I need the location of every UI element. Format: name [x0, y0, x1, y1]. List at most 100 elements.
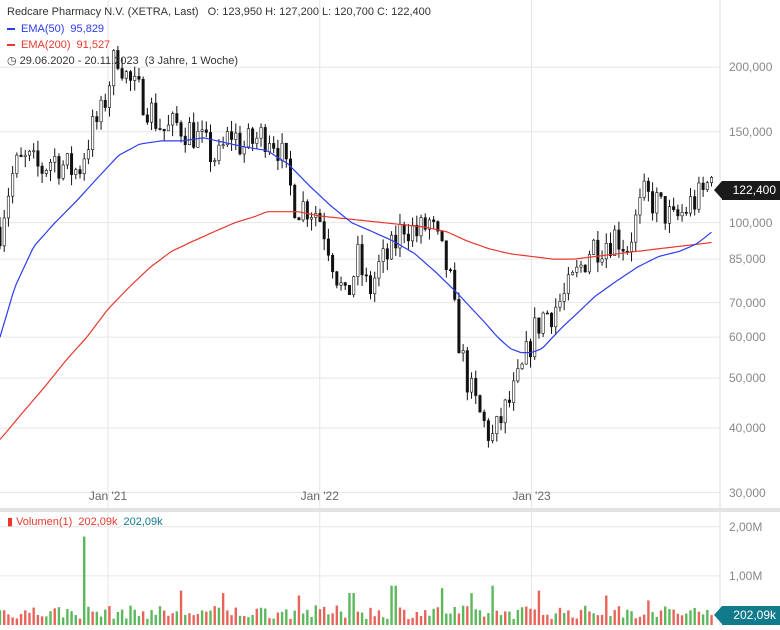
candle-body: [36, 150, 40, 167]
ema200-label: EMA(200): [21, 39, 71, 51]
volume-bar: [167, 615, 170, 625]
volume-tick-label: 2,00M: [729, 519, 763, 534]
candle-body: [566, 274, 570, 294]
ema200-swatch: [7, 44, 15, 47]
volume-bar: [280, 611, 284, 625]
volume-bar: [24, 610, 27, 625]
candle-body: [432, 219, 436, 222]
volume-bar: [689, 610, 692, 625]
candle-body: [40, 165, 44, 174]
ema200-legend[interactable]: EMA(200) 91,527: [7, 39, 116, 52]
price-tick-label: 60,000: [729, 330, 766, 345]
candle-body: [545, 312, 549, 315]
volume-bar: [53, 608, 56, 625]
candle-body: [693, 196, 697, 210]
volume-bar: [230, 615, 233, 625]
candle-body: [145, 114, 149, 123]
candle-body: [415, 224, 419, 237]
candle-body: [162, 128, 166, 132]
candle-body: [571, 272, 575, 276]
candle-body: [6, 195, 10, 219]
candle-body: [65, 153, 69, 166]
volume-bar: [78, 618, 82, 625]
volume-bar: [285, 609, 288, 625]
volume-bar: [3, 610, 6, 625]
volume-bar: [11, 617, 14, 625]
candle-body: [427, 219, 431, 230]
volume-bar: [617, 606, 621, 625]
volume-bar: [710, 615, 713, 625]
candle-body: [204, 129, 208, 133]
price-tick-label: 200,000: [729, 60, 773, 75]
candle-body: [423, 217, 427, 230]
candle-body: [710, 177, 714, 184]
volume-bar: [108, 606, 111, 625]
volume-bar: [293, 610, 296, 625]
candle-body: [213, 160, 217, 163]
volume-bar: [19, 613, 23, 625]
candle-body: [373, 277, 377, 295]
candle-body: [112, 50, 116, 87]
volume-bar: [247, 617, 250, 625]
volume-bar: [352, 593, 355, 625]
volume-bar: [365, 618, 368, 625]
candle-body: [672, 206, 676, 210]
volume-bar: [445, 613, 448, 625]
volume-bar: [49, 611, 52, 625]
candle-body: [461, 350, 465, 354]
time-tick-label: Jan '22: [300, 489, 339, 503]
candle-body: [133, 76, 137, 81]
volume-bar: [141, 611, 145, 625]
candle-body: [343, 282, 347, 286]
candle-body: [600, 258, 604, 263]
volume-bar: [584, 605, 587, 625]
candle-body: [646, 180, 650, 192]
candle-body: [676, 209, 680, 217]
candle-body: [352, 276, 356, 296]
volume-bar: [251, 614, 254, 625]
candle-body: [482, 411, 486, 421]
candle-body: [642, 180, 646, 198]
volume-bar: [626, 609, 629, 625]
last-price-tag: 122,400: [714, 181, 780, 200]
volume-bar: [74, 615, 77, 625]
candle-body: [575, 266, 579, 273]
candle-body: [326, 238, 330, 256]
volume-bar: [440, 588, 444, 625]
ema50-legend[interactable]: EMA(50) 95,829: [7, 23, 110, 36]
volume-bar: [255, 608, 259, 625]
volume-bar: [630, 611, 633, 625]
volume-bar: [680, 615, 684, 625]
candle-body: [347, 285, 351, 296]
candle-body: [192, 122, 196, 148]
candle-body: [107, 85, 111, 108]
volume-bar: [605, 595, 608, 625]
volume-bar: [238, 615, 242, 625]
volume-bar: [567, 610, 570, 625]
candle-body: [289, 158, 293, 186]
volume-bar: [411, 617, 414, 625]
volume-bar: [356, 611, 360, 625]
candle-body: [86, 149, 90, 160]
volume-bar: [436, 607, 440, 625]
volume-bar: [120, 609, 124, 625]
volume-bar: [491, 585, 494, 625]
candle-body: [267, 143, 271, 152]
candle-body: [217, 144, 221, 161]
volume-bar: [474, 609, 477, 625]
volume-bar: [0, 610, 2, 625]
candle-body: [659, 192, 663, 197]
candle-body: [57, 156, 61, 179]
volume-bar: [685, 613, 688, 625]
candle-body: [78, 169, 82, 174]
ema50-swatch: [7, 28, 15, 31]
volume-bar: [150, 610, 153, 625]
candle-body: [297, 217, 301, 221]
volume-bar: [70, 611, 73, 625]
volume-bar: [398, 607, 402, 625]
candle-body: [617, 229, 621, 250]
ema200-value: 91,527: [76, 39, 111, 51]
volume-bar: [470, 593, 473, 625]
candle-body: [491, 433, 495, 441]
